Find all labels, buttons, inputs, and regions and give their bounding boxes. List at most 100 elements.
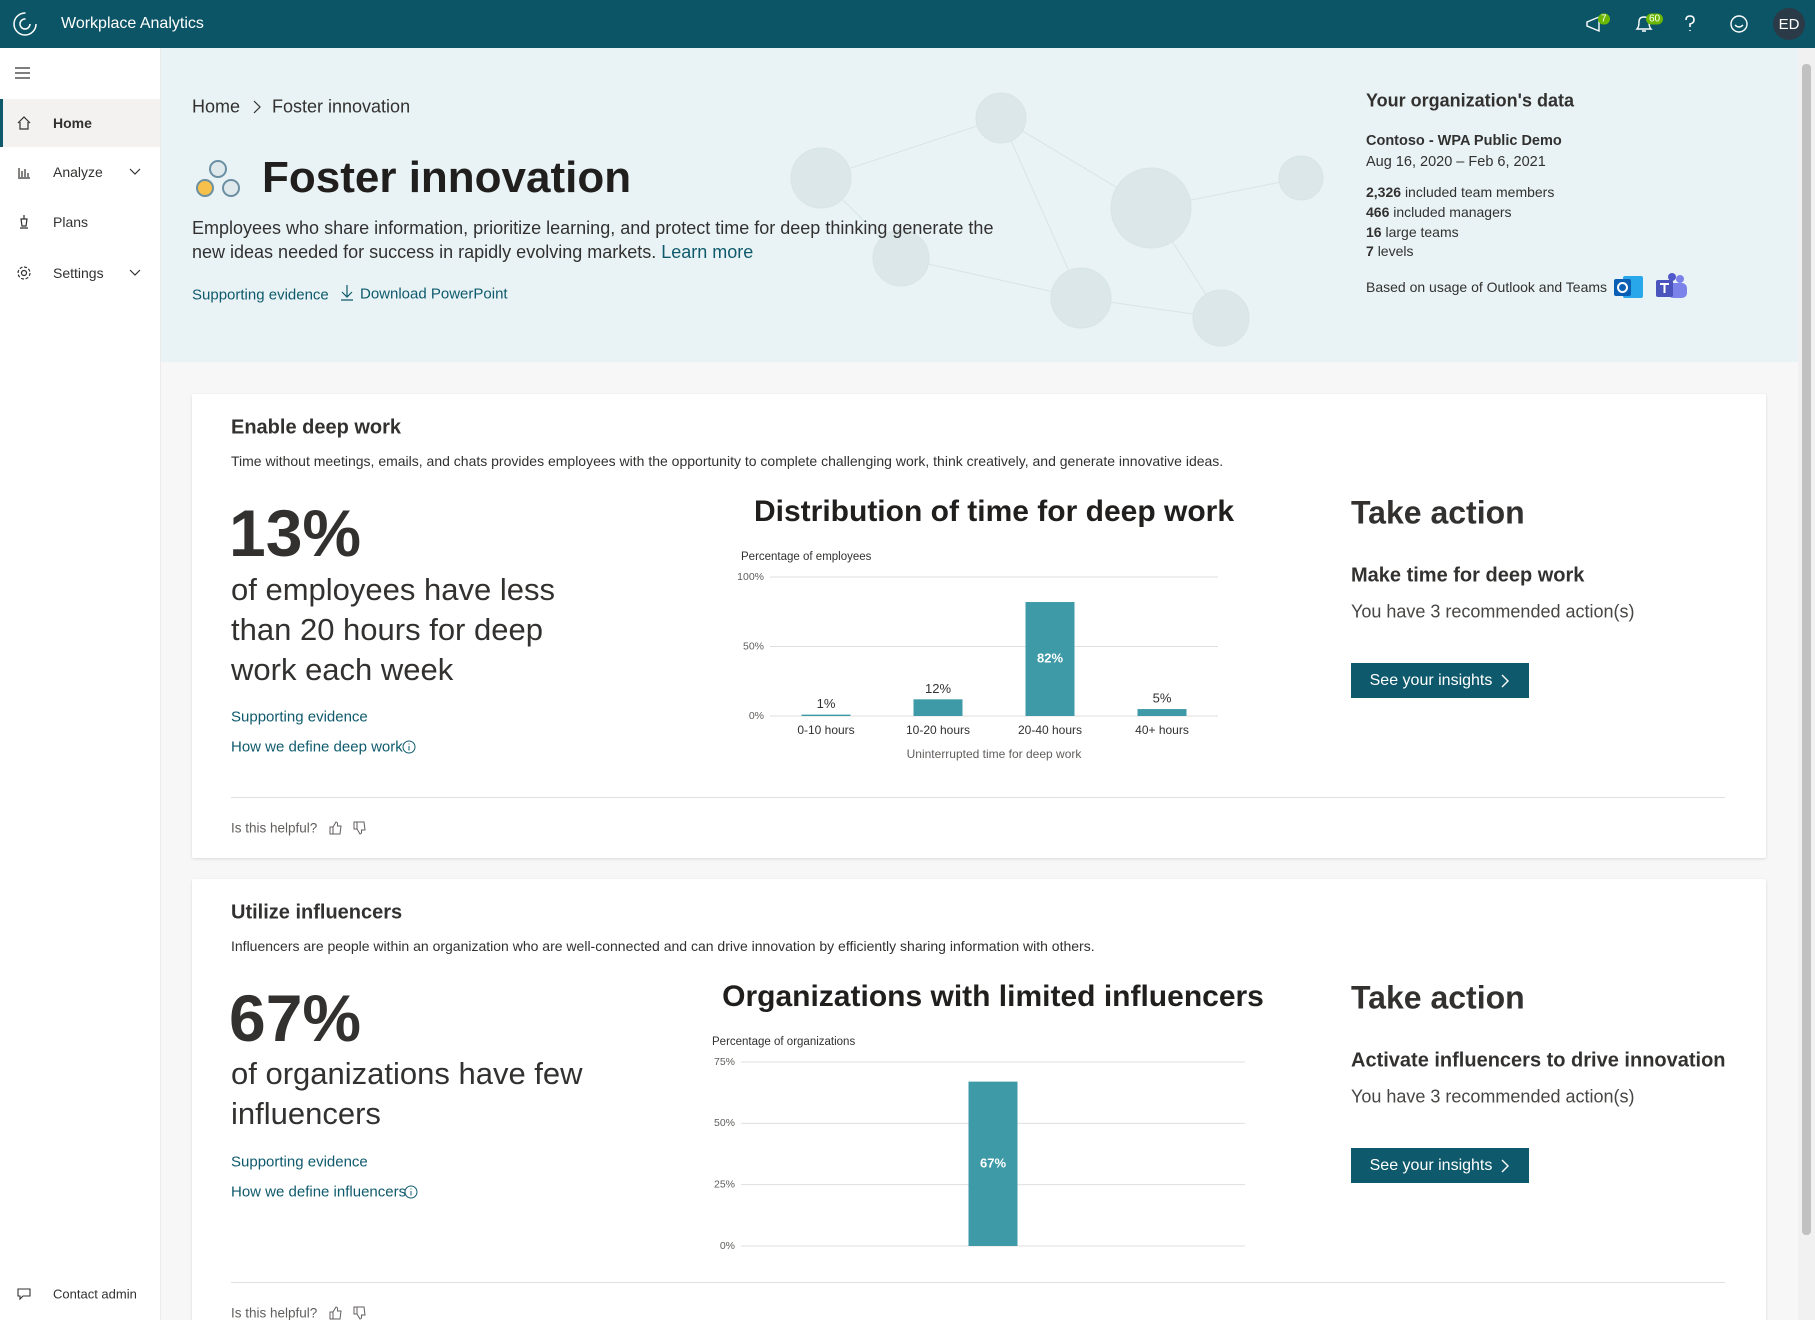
- value-label: 67%: [980, 1155, 1006, 1170]
- y-tick-label: 0%: [749, 710, 764, 722]
- nav-item[interactable]: Home: [53, 115, 92, 131]
- settings-icon: [17, 266, 31, 280]
- y-tick-label: 75%: [714, 1056, 735, 1068]
- action-heading: Take action: [1351, 494, 1525, 531]
- download-link[interactable]: Download PowerPoint: [360, 285, 508, 303]
- feedback-buttons[interactable]: [328, 1305, 368, 1320]
- app-logo[interactable]: [12, 11, 38, 37]
- card-title: Enable deep work: [231, 416, 402, 439]
- outlook-icon: [1614, 276, 1643, 298]
- action-heading: Take action: [1351, 979, 1525, 1016]
- button-chevron[interactable]: [1500, 1158, 1510, 1174]
- bar: [1137, 709, 1187, 716]
- supporting-evidence-link[interactable]: Supporting evidence: [192, 286, 329, 304]
- scrollbar[interactable]: [1798, 48, 1815, 1320]
- chevron-down[interactable]: [128, 167, 142, 177]
- breadcrumb-home[interactable]: Home: [192, 96, 241, 117]
- divider: [231, 1282, 1725, 1283]
- header-area: Home Foster innovation Foster innovation…: [161, 48, 1798, 362]
- user-avatar[interactable]: ED: [1773, 8, 1805, 40]
- help-icon[interactable]: [1680, 13, 1700, 35]
- learn-more-link[interactable]: Learn more: [661, 242, 754, 262]
- feedback-icon[interactable]: [1728, 13, 1750, 35]
- button-chevron[interactable]: [1500, 673, 1510, 689]
- stat-label: levels: [1377, 243, 1414, 259]
- breadcrumb-current: Foster innovation: [272, 96, 411, 117]
- bar: [801, 714, 851, 716]
- chart-title: Organizations with limited influencers: [722, 980, 1264, 1013]
- y-axis-label: Percentage of organizations: [712, 1036, 855, 1048]
- stat-label: large teams: [1385, 224, 1459, 240]
- button-label[interactable]: See your insights: [1369, 671, 1493, 689]
- app-title: Workplace Analytics: [61, 15, 204, 32]
- contact-admin[interactable]: Contact admin: [53, 1286, 137, 1302]
- org-name: Contoso - WPA Public Demo: [1366, 133, 1562, 149]
- value-label: 82%: [1037, 650, 1063, 665]
- divider: [231, 797, 1725, 798]
- sidebar: Home Analyze Plans Settings Contact admi…: [0, 48, 161, 1320]
- x-axis-label: Uninterrupted time for deep work: [907, 747, 1083, 761]
- plans-icon: [20, 215, 28, 229]
- value-label: 1%: [817, 696, 836, 711]
- notification-icon[interactable]: [1633, 14, 1655, 34]
- org-stat: 7 levels: [1366, 243, 1413, 259]
- nav-selected: [0, 99, 160, 147]
- stat-value: 16: [1366, 224, 1382, 240]
- stat-text: of employees have less than 20 hours for…: [231, 572, 555, 687]
- stat-value: 7: [1366, 243, 1374, 259]
- info-icon[interactable]: [404, 1185, 418, 1199]
- feedback-buttons[interactable]: [328, 820, 368, 836]
- stat-text: of organizations have few influencers: [231, 1056, 583, 1131]
- chart: Organizations with limited influencers Pe…: [712, 980, 1264, 1252]
- supporting-evidence-link[interactable]: Supporting evidence: [231, 708, 368, 726]
- card-description: Influencers are people within an organiz…: [231, 938, 1095, 954]
- download-icon[interactable]: [340, 284, 354, 302]
- card-description: Time without meetings, emails, and chats…: [231, 453, 1224, 469]
- network-background: [790, 92, 1324, 347]
- stat-value: 2,326: [1366, 184, 1402, 200]
- card-title: Utilize influencers: [231, 901, 403, 924]
- chevron-down[interactable]: [128, 268, 142, 278]
- scrollbar-thumb[interactable]: [1802, 64, 1811, 1235]
- definition-link[interactable]: How we define influencers: [231, 1183, 407, 1201]
- announcement-badge: 7: [1598, 13, 1610, 25]
- feedback-prompt: Is this helpful?: [231, 820, 318, 836]
- info-icon[interactable]: [402, 740, 416, 754]
- nav-item[interactable]: Analyze: [53, 164, 103, 180]
- stat-value: 13%: [229, 496, 362, 570]
- home-icon: [17, 116, 31, 130]
- x-tick-label: 10-20 hours: [906, 723, 970, 737]
- insight-card: Enable deep work Time without meetings, …: [192, 394, 1766, 858]
- announcement-icon[interactable]: [1585, 14, 1607, 34]
- breadcrumb-separator: [253, 100, 261, 114]
- y-tick-label: 50%: [743, 640, 764, 652]
- supporting-evidence-link[interactable]: Supporting evidence: [231, 1153, 368, 1171]
- title-icon: [196, 160, 240, 197]
- org-stat: 2,326 included team members: [1366, 184, 1554, 200]
- org-date-range: Aug 16, 2020 – Feb 6, 2021: [1366, 154, 1546, 170]
- definition-link[interactable]: How we define deep work: [231, 738, 403, 756]
- stat-value: 67%: [229, 981, 362, 1055]
- bar: [1025, 602, 1075, 716]
- value-label: 5%: [1153, 690, 1172, 705]
- bar: [913, 699, 963, 716]
- bar: [968, 1081, 1018, 1246]
- description-text: Employees who share information, priorit…: [192, 218, 994, 262]
- action-text: You have 3 recommended action(s): [1351, 1086, 1635, 1107]
- page-description: Employees who share information, priorit…: [192, 216, 1012, 264]
- stat-label: included managers: [1393, 204, 1512, 220]
- contact-icon: [17, 1288, 31, 1301]
- button-label[interactable]: See your insights: [1369, 1156, 1493, 1174]
- nav-item[interactable]: Settings: [53, 265, 104, 281]
- chart-title: Distribution of time for deep work: [754, 495, 1234, 528]
- insights-button[interactable]: See your insights: [1351, 1148, 1529, 1183]
- feedback-prompt: Is this helpful?: [231, 1305, 318, 1320]
- nav-item[interactable]: Plans: [53, 214, 89, 230]
- menu-toggle[interactable]: [14, 66, 32, 80]
- insights-button[interactable]: See your insights: [1351, 663, 1529, 698]
- org-stat: 466 included managers: [1366, 204, 1512, 220]
- org-stat: 16 large teams: [1366, 224, 1459, 240]
- y-tick-label: 25%: [714, 1178, 735, 1190]
- teams-icon: [1656, 273, 1687, 298]
